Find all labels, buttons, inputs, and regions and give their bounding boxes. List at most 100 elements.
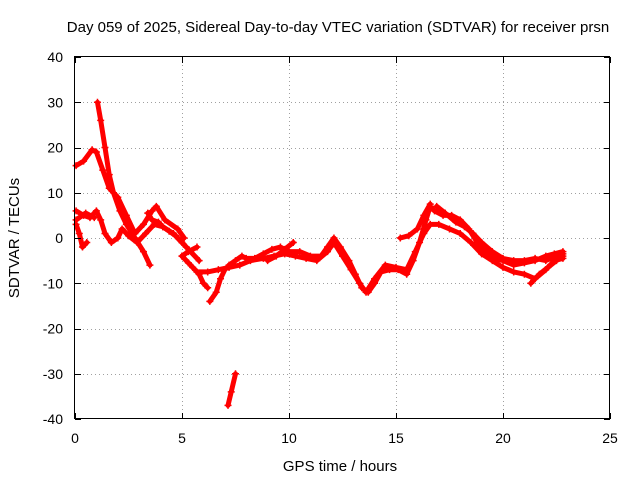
data-point-marker [296, 248, 304, 256]
data-point-marker [144, 209, 152, 217]
data-point-marker [291, 252, 299, 260]
data-point-marker [403, 266, 411, 274]
data-point-marker [433, 202, 441, 210]
data-point-marker [204, 268, 212, 276]
data-point-marker [413, 225, 421, 233]
x-tick-label: 5 [178, 430, 186, 446]
data-point-marker [467, 239, 475, 247]
data-point-marker [101, 144, 109, 151]
grid [75, 57, 610, 419]
data-point-marker [264, 257, 272, 265]
data-point-marker [161, 216, 169, 224]
data-point-marker [259, 254, 267, 262]
data-point-marker [268, 245, 276, 253]
data-point-marker [82, 209, 90, 217]
data-point-marker [356, 279, 364, 287]
data-point-marker [435, 220, 443, 228]
series-track [265, 240, 296, 264]
plot-frame [74, 56, 610, 419]
data-point-marker [420, 229, 428, 237]
data-point-marker [83, 239, 91, 247]
data-point-marker [499, 263, 507, 271]
data-point-marker [411, 248, 419, 256]
data-point-marker [217, 275, 225, 283]
data-point-marker [426, 200, 434, 208]
data-point-marker [396, 234, 404, 242]
x-tick-label: 0 [71, 430, 79, 446]
data-point-marker [347, 266, 355, 274]
x-tick-label: 20 [495, 430, 511, 446]
data-point-marker [159, 223, 167, 231]
data-point-marker [172, 232, 180, 240]
data-point-marker [80, 157, 88, 165]
series-track-k [144, 209, 186, 247]
series-track-b [93, 98, 154, 269]
data-point-marker [330, 239, 338, 247]
data-point-marker [276, 243, 284, 251]
data-point-marker [510, 257, 518, 265]
series-track [73, 221, 90, 250]
data-point-marker [195, 257, 203, 265]
data-point-marker [542, 257, 550, 265]
data-point-marker [232, 257, 239, 265]
x-tick-label: 15 [388, 430, 404, 446]
series-track-g [206, 202, 567, 305]
data-point-marker [313, 257, 321, 265]
data-point-marker [499, 254, 507, 262]
data-point-marker [420, 211, 428, 219]
data-point-marker [232, 370, 239, 378]
data-point-marker [339, 252, 346, 260]
series-track-d [72, 220, 91, 251]
data-point-marker [238, 252, 246, 260]
data-point-marker [99, 166, 107, 174]
y-tick-label: -10 [43, 275, 63, 291]
series-track-n [264, 239, 297, 265]
data-point-marker [478, 239, 486, 247]
data-point-marker [452, 218, 460, 226]
data-point-marker [460, 223, 468, 231]
data-point-marker [75, 229, 83, 237]
y-axis-label: SDTVAR / TECUs [6, 178, 23, 298]
series-track-l [178, 243, 201, 260]
data-point-marker [272, 252, 280, 260]
y-tick-label: 0 [55, 230, 63, 246]
data-point-marker [431, 207, 439, 215]
data-point-marker [118, 225, 126, 233]
data-point-marker [553, 257, 560, 265]
data-point-marker [182, 243, 190, 251]
data-point-marker [97, 216, 105, 224]
data-point-marker [488, 248, 496, 256]
data-point-marker [116, 207, 124, 215]
data-point-marker [441, 209, 449, 217]
data-point-marker [139, 220, 147, 228]
data-point-marker [93, 98, 101, 106]
series-track-m [527, 252, 567, 287]
data-point-marker [174, 225, 182, 233]
data-point-marker [520, 257, 528, 265]
data-point-marker [184, 259, 192, 267]
data-point-marker [246, 257, 254, 265]
series-track-o [224, 370, 239, 409]
data-point-marker [122, 220, 130, 228]
data-point-marker [72, 162, 80, 170]
y-tick-label: -40 [43, 411, 63, 427]
y-tick-label: 30 [47, 94, 63, 110]
data-point-marker [544, 263, 552, 271]
data-point-marker [559, 252, 567, 260]
data-point-marker [289, 239, 297, 247]
data-point-marker [531, 254, 539, 262]
data-point-marker [224, 401, 232, 409]
data-point-marker [392, 263, 400, 271]
y-tick-label: 20 [47, 140, 63, 156]
data-point-marker [225, 263, 233, 271]
y-tick-label: -20 [43, 321, 63, 337]
data-point-marker [146, 261, 154, 269]
data-point-marker [152, 202, 160, 210]
data-point-marker [302, 254, 310, 262]
data-point-marker [478, 250, 486, 258]
data-point-marker [139, 248, 147, 256]
series-track [95, 99, 153, 268]
data-point-marker [527, 279, 535, 287]
data-point-marker [142, 229, 150, 237]
